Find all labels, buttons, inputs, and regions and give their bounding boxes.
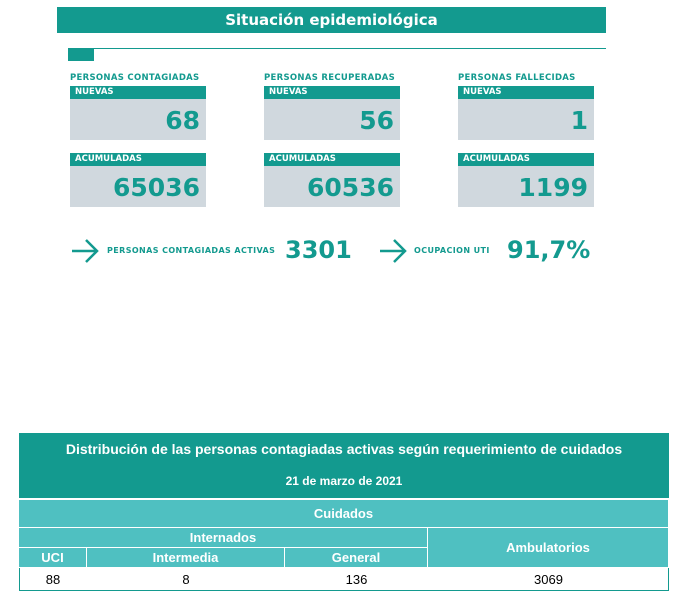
box-header: ACUMULADAS [70,153,206,166]
stat-value: 56 [264,99,400,140]
box-header: ACUMULADAS [264,153,400,166]
section-label: PERSONAS FALLECIDAS [458,73,576,83]
table-cell: 88 [19,570,87,590]
stat-value: 1199 [458,166,594,207]
column-header: Intermedia [87,548,285,568]
table-cell: 8 [87,570,285,590]
accent-block [68,48,94,61]
box-header: ACUMULADAS [458,153,594,166]
indicator-value: 3301 [285,236,352,264]
box-header: NUEVAS [458,86,594,99]
table-cell: 3069 [428,570,669,590]
subgroup-header: Internados [19,528,428,548]
stat-value: 68 [70,99,206,140]
table-cell: 136 [285,570,428,590]
arrow [72,239,99,263]
table-date: 21 de marzo de 2021 [285,474,403,488]
arrow [380,239,407,263]
table-title: Distribución de las personas contagiadas… [65,441,623,457]
border [19,590,669,591]
indicator-label: PERSONAS CONTAGIADAS ACTIVAS [107,246,276,255]
stat-value: 60536 [264,166,400,207]
stat-value: 1 [458,99,594,140]
group-header: Cuidados [19,500,669,528]
column-header: General [285,548,428,568]
box-header: NUEVAS [70,86,206,99]
box-header: NUEVAS [264,86,400,99]
banner-title: Situación epidemiológica [57,7,606,33]
rule [94,48,606,49]
section-label: PERSONAS CONTAGIADAS [70,73,200,83]
border [19,568,20,590]
indicator-label: OCUPACION UTI [414,246,490,255]
indicator-value: 91,7% [507,236,591,264]
table-header [19,433,669,498]
border [668,568,669,590]
column-header: Ambulatorios [428,528,669,568]
section-label: PERSONAS RECUPERADAS [264,73,396,83]
column-header: UCI [19,548,87,568]
stat-value: 65036 [70,166,206,207]
